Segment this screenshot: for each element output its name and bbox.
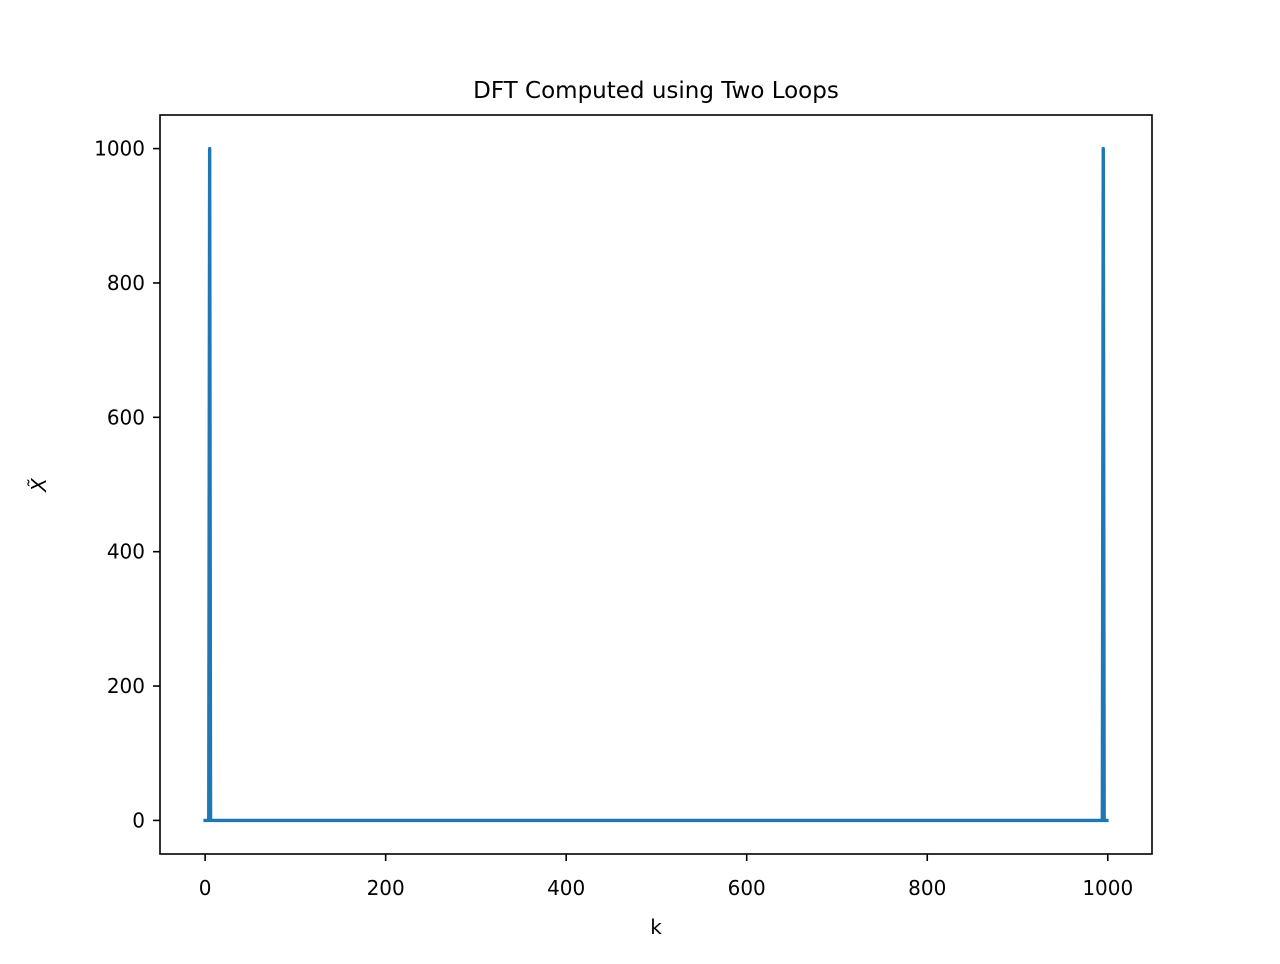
x-tick-label: 600 (728, 876, 766, 900)
y-axis-ticks: 0 200 400 600 800 1000 (94, 137, 160, 832)
y-tick-label: 1000 (94, 137, 145, 161)
y-tick-label: 600 (107, 405, 145, 429)
y-tick-label: 400 (107, 540, 145, 564)
y-tick-label: 200 (107, 674, 145, 698)
plot-frame (159, 114, 1153, 855)
plot-layer (203, 146, 1109, 823)
y-tick-label: 0 (132, 808, 145, 832)
x-tick-label: 800 (908, 876, 946, 900)
x-tick-label: 400 (547, 876, 585, 900)
x-tick-label: 1000 (1082, 876, 1133, 900)
x-axis-label: k (650, 915, 662, 939)
x-tick-label: 200 (367, 876, 405, 900)
x-axis-ticks: 0 200 400 600 800 1000 (199, 854, 1133, 900)
series-line-0 (203, 146, 1109, 823)
y-tick-label: 800 (107, 271, 145, 295)
y-axis-label: X̃ (27, 477, 51, 493)
chart-title: DFT Computed using Two Loops (473, 78, 839, 104)
x-tick-label: 0 (199, 876, 212, 900)
